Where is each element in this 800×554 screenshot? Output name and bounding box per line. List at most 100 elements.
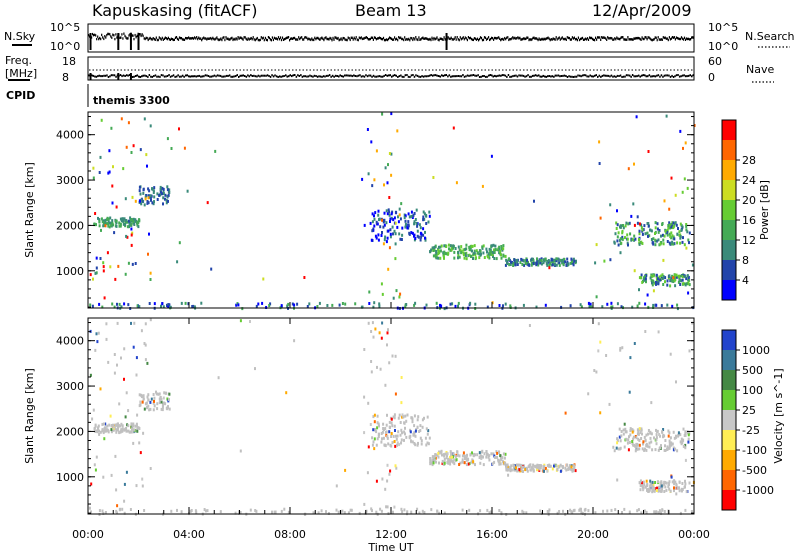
scatter-cell: [693, 124, 696, 127]
nsky-point: [451, 38, 453, 41]
scatter-cell: [498, 245, 501, 249]
freq-point: [138, 75, 140, 78]
scatter-cell: [633, 162, 635, 166]
freq-point: [466, 74, 469, 77]
nsky-point: [242, 38, 244, 41]
cpid-value: themis 3300: [93, 94, 170, 107]
scatter-cell: [684, 446, 687, 450]
scatter-cell: [128, 430, 131, 434]
freq-point: [136, 74, 138, 77]
scatter-cell: [384, 443, 387, 447]
scatter-cell: [572, 257, 575, 261]
scatter-cell: [614, 232, 617, 236]
scatter-cell: [646, 222, 649, 225]
scatter-cell: [111, 201, 114, 205]
scatter-cell: [671, 240, 674, 244]
scatter-cell: [388, 210, 391, 214]
scatter-cell: [645, 510, 648, 514]
nsky-point: [479, 36, 482, 39]
nsky-point: [233, 37, 235, 41]
freq-point: [521, 74, 523, 77]
nsky-point: [693, 36, 695, 39]
scatter-cell: [406, 510, 409, 514]
scatter-cell: [234, 511, 237, 515]
nsky-point: [610, 36, 612, 40]
scatter-cell: [358, 511, 361, 515]
freq-point: [519, 74, 522, 77]
nsky-point: [106, 33, 108, 37]
freq-point: [342, 75, 344, 78]
scatter-cell: [386, 463, 389, 467]
scatter-cell: [513, 464, 515, 468]
freq-point: [686, 75, 688, 78]
scatter-cell: [383, 223, 386, 227]
nsky-point: [92, 32, 94, 36]
scatter-cell: [138, 441, 141, 445]
nsky-point: [374, 36, 376, 40]
scatter-cell: [162, 196, 165, 200]
scatter-cell: [379, 225, 382, 229]
scatter-cell: [405, 419, 408, 423]
scatter-cell: [429, 462, 432, 466]
colorbar-frame: [721, 119, 737, 301]
freq-point: [400, 74, 402, 77]
scatter-cell: [389, 235, 392, 239]
scatter-cell: [110, 428, 113, 432]
nsky-point: [581, 36, 584, 40]
scatter-cell: [89, 373, 92, 377]
nsky-point: [372, 38, 374, 41]
scatter-cell: [458, 463, 461, 466]
scatter-cell: [291, 302, 294, 306]
scatter-cell: [140, 329, 143, 333]
freq-point: [648, 74, 651, 77]
scatter-cell: [425, 443, 428, 447]
scatter-cell: [671, 442, 674, 446]
freq-point: [247, 74, 249, 77]
scatter-cell: [381, 321, 384, 325]
scatter-cell: [410, 210, 413, 214]
freq-point: [175, 75, 178, 78]
freq-point: [319, 75, 322, 78]
nsky-point: [635, 36, 637, 40]
scatter-cell: [479, 249, 482, 253]
scatter-cell: [590, 305, 593, 309]
scatter-cell: [453, 256, 456, 260]
scatter-cell: [454, 304, 457, 308]
nsky-point: [594, 38, 596, 42]
nsky-point: [238, 37, 240, 40]
scatter-cell: [447, 243, 450, 247]
scatter-cell: [473, 244, 476, 248]
scatter-cell: [413, 431, 416, 435]
scatter-cell: [646, 444, 649, 448]
nsky-point: [139, 33, 141, 36]
nsky-point: [429, 37, 431, 41]
scatter-cell: [638, 439, 641, 442]
scatter-cell: [651, 283, 654, 287]
scatter-cell: [170, 147, 173, 150]
scatter-cell: [676, 241, 679, 245]
scatter-cell: [629, 232, 632, 236]
scatter-cell: [380, 440, 383, 444]
nsky-point: [678, 37, 681, 41]
colorbar-swatch: [722, 370, 736, 391]
scatter-cell: [98, 224, 101, 228]
scatter-cell: [650, 440, 653, 444]
scatter-cell: [416, 507, 419, 511]
scatter-cell: [443, 307, 446, 311]
freq-point: [451, 75, 454, 78]
scatter-cell: [98, 171, 101, 174]
scatter-cell: [572, 468, 575, 472]
scatter-cell: [183, 146, 186, 150]
freq-point: [374, 75, 376, 78]
scatter-cell: [422, 218, 425, 222]
nsky-point: [213, 37, 215, 41]
nsky-point: [339, 38, 341, 41]
scatter-cell: [96, 340, 99, 344]
nsky-point: [277, 36, 280, 39]
scatter-cell: [594, 511, 597, 515]
freq-point: [265, 74, 267, 77]
scatter-cell: [367, 445, 370, 449]
scatter-cell: [433, 455, 436, 458]
scatter-cell: [452, 126, 455, 130]
scatter-cell: [452, 246, 455, 250]
